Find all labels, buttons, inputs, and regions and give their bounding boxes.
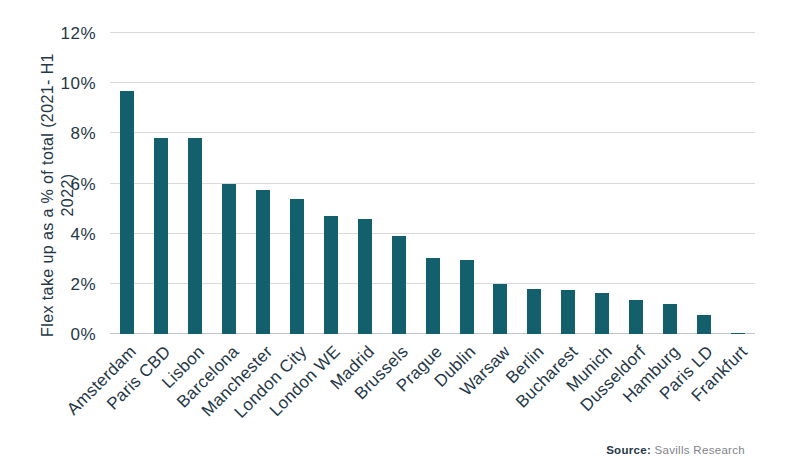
bar-slot bbox=[551, 33, 585, 334]
bar-warsaw bbox=[493, 284, 507, 334]
bar-slot bbox=[212, 33, 246, 334]
bar-slot bbox=[110, 33, 144, 334]
bar-slot bbox=[483, 33, 517, 334]
bar-slot bbox=[178, 33, 212, 334]
bar-slot bbox=[517, 33, 551, 334]
y-tick-label: 12% bbox=[0, 24, 96, 44]
bar-hamburg bbox=[663, 304, 677, 334]
bar-slot bbox=[721, 33, 755, 334]
bar-slot bbox=[653, 33, 687, 334]
bar-dusseldorf bbox=[629, 300, 643, 334]
bar-slot bbox=[246, 33, 280, 334]
bar-paris-cbd bbox=[154, 138, 168, 334]
bar-slot bbox=[348, 33, 382, 334]
bar-lisbon bbox=[188, 138, 202, 334]
bar-london-we bbox=[324, 216, 338, 334]
bar-brussels bbox=[392, 236, 406, 334]
bar-frankfurt bbox=[731, 333, 745, 334]
bar-amsterdam bbox=[120, 91, 134, 334]
bar-madrid bbox=[358, 219, 372, 334]
bar-slot bbox=[144, 33, 178, 334]
bar-slot bbox=[450, 33, 484, 334]
bar-paris-ld bbox=[697, 315, 711, 334]
bar-series bbox=[110, 33, 755, 334]
bar-slot bbox=[585, 33, 619, 334]
bar-slot bbox=[382, 33, 416, 334]
bar-bucharest bbox=[561, 290, 575, 334]
y-tick-label: 6% bbox=[0, 175, 96, 195]
y-tick-label: 4% bbox=[0, 225, 96, 245]
source-text: Savills Research bbox=[651, 444, 745, 456]
bar-chart: Flex take up as a % of total (2021- H1 2… bbox=[0, 0, 797, 465]
bar-prague bbox=[426, 258, 440, 335]
bar-barcelona bbox=[222, 184, 236, 335]
bar-slot bbox=[687, 33, 721, 334]
bar-slot bbox=[416, 33, 450, 334]
plot-area bbox=[110, 33, 755, 334]
bar-london-city bbox=[290, 199, 304, 334]
y-tick-label: 0% bbox=[0, 325, 96, 345]
y-tick-label: 2% bbox=[0, 275, 96, 295]
source-note: Source: Savills Research bbox=[606, 444, 745, 456]
bar-munich bbox=[595, 293, 609, 334]
bar-slot bbox=[280, 33, 314, 334]
bar-dublin bbox=[460, 260, 474, 334]
y-tick-label: 10% bbox=[0, 74, 96, 94]
bar-slot bbox=[619, 33, 653, 334]
bar-manchester bbox=[256, 190, 270, 334]
bar-berlin bbox=[527, 289, 541, 334]
y-tick-label: 8% bbox=[0, 124, 96, 144]
bar-slot bbox=[314, 33, 348, 334]
source-label: Source: bbox=[606, 444, 651, 456]
